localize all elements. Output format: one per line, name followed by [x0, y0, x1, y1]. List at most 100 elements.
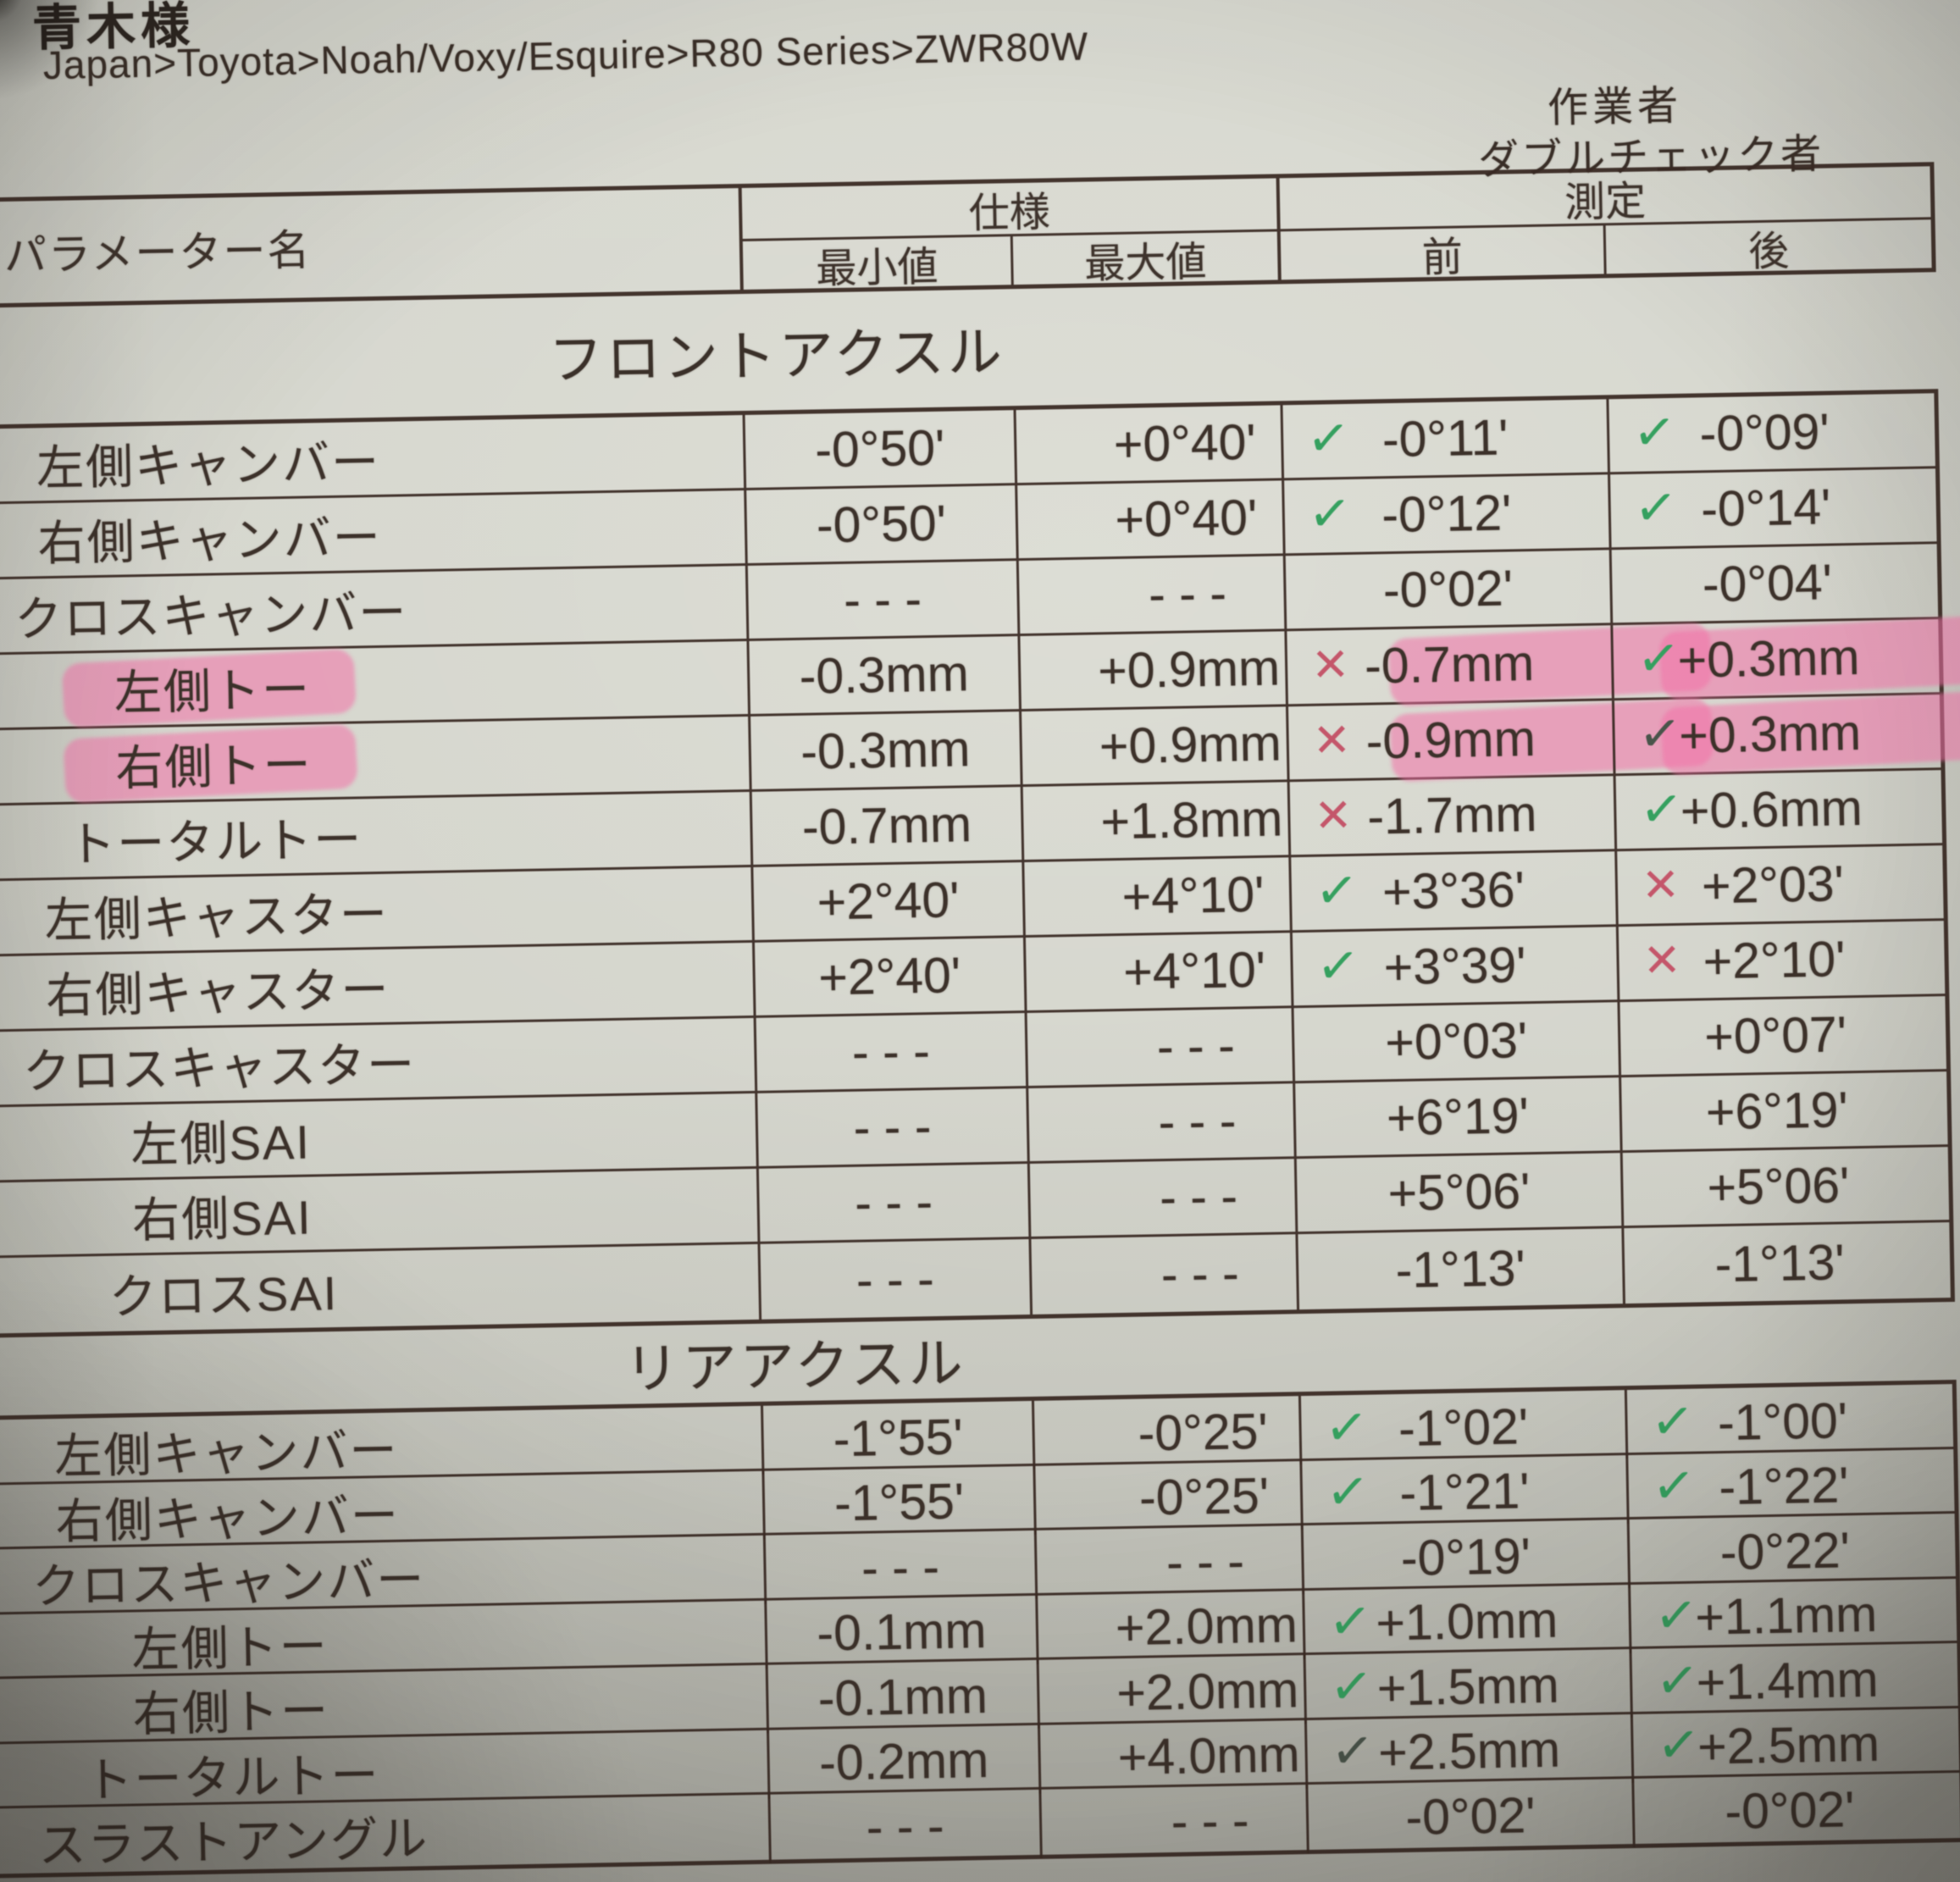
section-rows: 左側キャンバー -0°50' +0°40' ✓ -0°11' ✓ -0°09' …	[0, 389, 1960, 1340]
param-name-cell: 左側SAI	[0, 1093, 756, 1182]
before-measurement-cell: ✕ -0.7mm	[1284, 622, 1713, 707]
param-name-label: 左側キャンバー	[36, 435, 381, 495]
column-header-max-value: 最大値	[1010, 229, 1278, 286]
max-value-cell: +4.0mm	[1037, 1719, 1306, 1794]
after-measurement-value: -0°02'	[1724, 1780, 1856, 1840]
param-name-label: トータルトー	[67, 811, 363, 872]
min-value-cell: -0.1mm	[764, 1595, 1037, 1669]
min-value-cell: - - -	[762, 1530, 1036, 1604]
max-value-cell: - - -	[1026, 1083, 1294, 1162]
before-measurement-value: -1°13'	[1395, 1239, 1526, 1298]
param-name-label: 左側キャンバー	[53, 1423, 399, 1484]
max-value-cell: - - -	[1024, 1008, 1293, 1087]
after-measurement-value: -0°14'	[1700, 479, 1831, 538]
param-name-label: 右側キャンバー	[55, 1488, 401, 1548]
after-measurement-value: +2.5mm	[1697, 1715, 1880, 1775]
after-measurement-cell: ✓ -1°22'	[1625, 1448, 1955, 1524]
before-measurement-cell: +6°19'	[1293, 1077, 1620, 1157]
column-header-after: 後	[1603, 217, 1932, 274]
param-name-label: 左側SAI	[130, 1115, 312, 1171]
max-value-cell: +2.0mm	[1036, 1655, 1304, 1729]
param-name-label: 右側トー	[132, 1684, 330, 1741]
max-value-cell: - - -	[1038, 1785, 1307, 1858]
before-measurement-value: -0°02'	[1382, 560, 1514, 619]
after-measurement-cell: ✕ +2°03'	[1614, 845, 1944, 925]
after-measurement-cell: ✓ -0°14'	[1608, 468, 1937, 548]
after-measurement-value: -0°22'	[1719, 1521, 1851, 1580]
param-name-cell: 左側キャンバー	[0, 415, 744, 504]
before-measurement-cell: -1°13'	[1295, 1228, 1623, 1310]
param-name-cell: スラストアングル	[0, 1795, 769, 1879]
min-value-cell: -0.7mm	[749, 787, 1022, 865]
min-value-cell: - - -	[753, 1013, 1027, 1091]
before-measurement-value: +3°36'	[1381, 861, 1525, 921]
axle-section: フロントアクスル 左側キャンバー -0°50' +0°40' ✓ -0°11' …	[0, 272, 1960, 1340]
breadcrumb: Japan>Toyota>Noah/Voxy/Esquire>R80 Serie…	[42, 24, 1089, 88]
min-value-cell: -0.1mm	[765, 1659, 1038, 1734]
param-name-label: クロスキャンバー	[31, 1553, 426, 1614]
after-measurement-value: -1°13'	[1714, 1233, 1846, 1292]
max-value-cell: +2.0mm	[1035, 1590, 1304, 1664]
before-measurement-value: -0°02'	[1404, 1786, 1536, 1846]
before-measurement-cell: ✓ +3°36'	[1288, 851, 1616, 931]
min-value-cell: +2°40'	[751, 938, 1025, 1016]
after-measurement-value: +0.6mm	[1680, 779, 1863, 839]
before-measurement-cell: -0°19'	[1300, 1519, 1629, 1595]
before-measurement-value: +1.5mm	[1376, 1657, 1560, 1717]
after-measurement-cell: ✓ -1°00'	[1624, 1384, 1954, 1459]
column-header-min-value: 最小値	[739, 234, 1011, 291]
before-measurement-value: -1°21'	[1398, 1463, 1531, 1522]
after-measurement-cell: ✓ +1.4mm	[1629, 1643, 1958, 1719]
after-measurement-value: -1°22'	[1718, 1457, 1850, 1516]
before-measurement-value: -0°11'	[1381, 409, 1509, 468]
before-measurement-cell: ✕ -1.7mm	[1287, 776, 1615, 855]
after-measurement-cell: -0°02'	[1631, 1772, 1960, 1848]
max-value-cell: -0°25'	[1031, 1396, 1300, 1470]
after-measurement-value: -0°04'	[1702, 554, 1833, 613]
max-value-cell: +0°40'	[1013, 405, 1282, 484]
before-measurement-cell: ✓ -0°11'	[1280, 399, 1608, 479]
before-measurement-value: -1°02'	[1398, 1398, 1529, 1457]
param-name-label: 右側トー	[115, 737, 313, 795]
min-value-cell: - - -	[755, 1088, 1027, 1166]
max-value-cell: - - -	[1016, 556, 1285, 634]
before-measurement-value: +5°06'	[1387, 1163, 1531, 1222]
param-name-label: 右側キャンバー	[37, 510, 383, 570]
after-measurement-value: +2°10'	[1703, 931, 1846, 990]
after-measurement-cell: ✓ -0°09'	[1606, 393, 1935, 473]
max-value-cell: +0.9mm	[1019, 706, 1287, 785]
max-value-cell: +0°40'	[1015, 480, 1283, 559]
after-measurement-cell: +0°07'	[1617, 996, 1946, 1076]
param-name-cell: 右側SAI	[0, 1169, 757, 1258]
before-measurement-value: -0.7mm	[1364, 634, 1535, 695]
param-name-cell: 右側キャンバー	[0, 490, 745, 579]
before-measurement-value: +3°39'	[1383, 937, 1527, 996]
param-name-cell: 右側トー	[0, 717, 750, 805]
before-measurement-cell: ✕ -0.9mm	[1285, 697, 1714, 783]
after-measurement-value: +6°19'	[1705, 1082, 1849, 1141]
min-value-cell: -0.3mm	[746, 636, 1019, 714]
param-name-label: クロスSAI	[108, 1265, 339, 1324]
before-measurement-value: -0.9mm	[1365, 710, 1536, 770]
before-measurement-cell: ✓ -1°21'	[1299, 1454, 1627, 1530]
max-value-cell: +0.9mm	[1017, 631, 1286, 710]
after-measurement-cell: ✓ +0.6mm	[1613, 770, 1943, 850]
before-measurement-cell: ✓ -0°12'	[1282, 474, 1609, 554]
after-measurement-value: +5°06'	[1706, 1157, 1850, 1216]
param-name-cell: トータルトー	[0, 792, 750, 881]
column-header-before: 前	[1276, 223, 1604, 280]
min-value-cell: -1°55'	[761, 1400, 1033, 1475]
min-value-cell: - - -	[767, 1789, 1040, 1863]
before-measurement-cell: ✓ +1.5mm	[1303, 1649, 1631, 1724]
before-measurement-value: +1.0mm	[1375, 1591, 1559, 1652]
before-measurement-cell: ✓ +2.5mm	[1304, 1713, 1632, 1789]
before-measurement-value: +2.5mm	[1377, 1721, 1561, 1781]
max-value-cell: - - -	[1027, 1159, 1296, 1237]
after-measurement-cell: -0°22'	[1626, 1514, 1957, 1589]
after-measurement-cell: -0°04'	[1608, 544, 1939, 623]
after-measurement-cell: -1°13'	[1621, 1222, 1951, 1304]
after-measurement-cell: +6°19'	[1619, 1071, 1948, 1151]
max-value-cell: +1.8mm	[1020, 782, 1289, 861]
after-measurement-cell: +5°06'	[1619, 1147, 1950, 1226]
